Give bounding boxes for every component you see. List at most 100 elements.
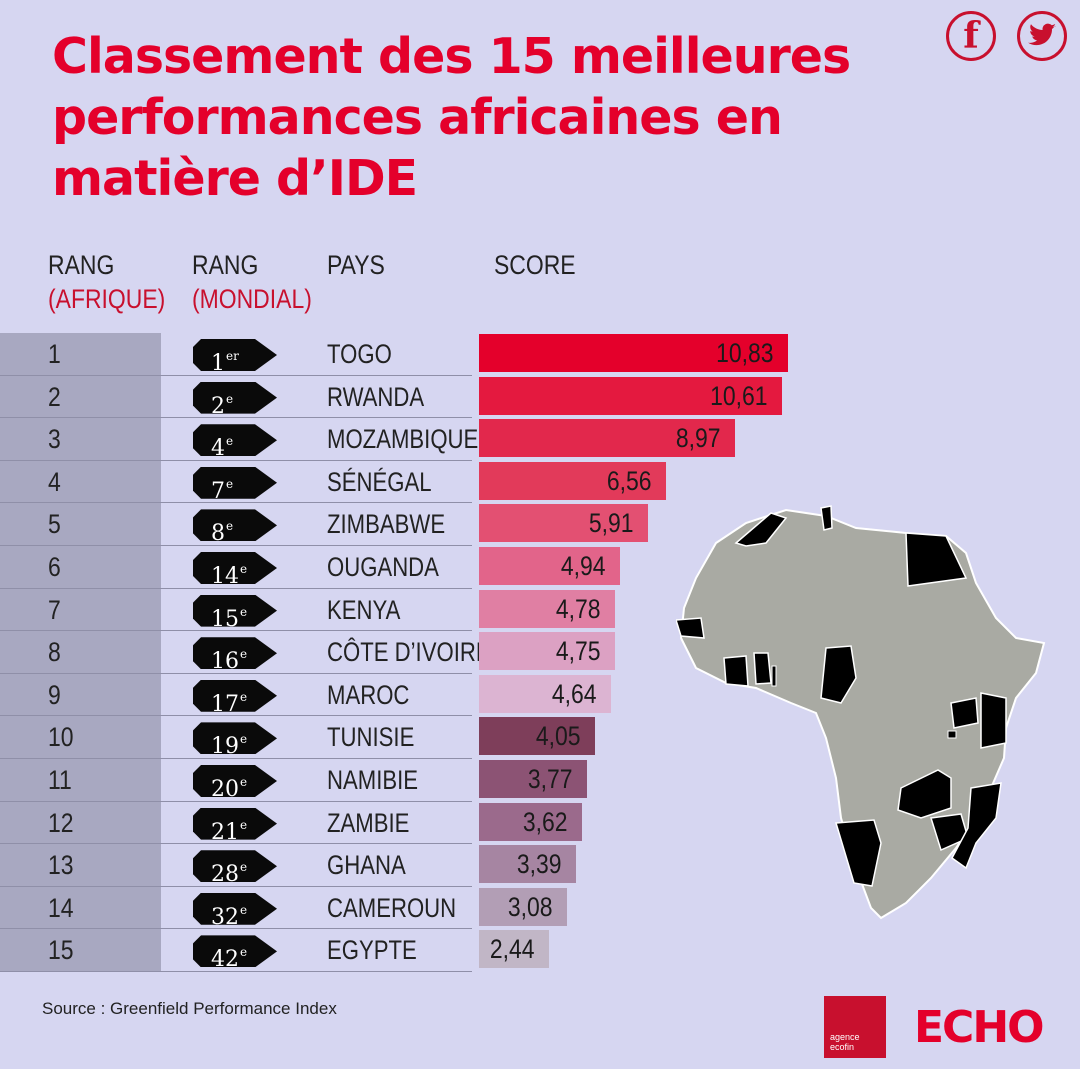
rank-world-number: 2	[211, 393, 225, 419]
header-rank-africa-label: RANG	[48, 250, 115, 280]
ecofin-logo: agence ecofin	[824, 996, 886, 1058]
score-bar: 8,97	[479, 419, 735, 458]
country-label: CÔTE D’IVOIRE	[327, 637, 491, 668]
score-value: 5,91	[589, 508, 634, 539]
rank-africa-label: 1	[48, 339, 61, 369]
twitter-bird-icon	[1028, 23, 1056, 46]
rank-world-suffix: e	[240, 647, 248, 662]
rank-world-badge: 21e	[193, 807, 277, 840]
echo-logo: ECHO	[914, 1002, 1045, 1053]
map-ouganda	[950, 697, 979, 729]
rank-world-badge: 1er	[193, 339, 277, 371]
country-label: GHANA	[327, 850, 406, 881]
row-divider	[0, 459, 472, 461]
map-senegal	[676, 617, 705, 639]
header-country: PAYS	[327, 250, 385, 280]
rank-africa-label: 11	[48, 765, 72, 795]
country-label: ZIMBABWE	[327, 509, 446, 540]
row-divider	[0, 715, 472, 717]
country-label: TUNISIE	[327, 722, 415, 753]
country-label: MAROC	[327, 679, 410, 710]
country-label: RWANDA	[327, 381, 425, 412]
rank-africa-label: 8	[48, 637, 61, 668]
country-label: OUGANDA	[327, 552, 439, 582]
country-label: TOGO	[327, 339, 392, 369]
score-bar: 10,61	[479, 376, 782, 415]
score-value: 2,44	[490, 934, 535, 965]
country-label: NAMIBIE	[327, 765, 419, 795]
score-bar: 4,94	[479, 547, 620, 585]
score-bar: 4,78	[479, 589, 615, 628]
rank-world-number: 20	[211, 777, 239, 802]
rank-world-number: 15	[211, 606, 239, 632]
twitter-icon[interactable]	[1017, 11, 1067, 61]
rank-world-suffix: e	[240, 604, 248, 619]
rank-world-suffix: e	[226, 476, 234, 491]
rank-africa-label: 6	[48, 552, 61, 582]
row-divider	[0, 758, 472, 759]
country-label: EGYPTE	[327, 935, 417, 966]
country-label: ZAMBIE	[327, 807, 410, 838]
rank-world-badge: 17e	[193, 679, 277, 712]
country-label: MOZAMBIQUE	[327, 424, 479, 455]
rank-world-suffix: e	[240, 775, 248, 789]
country-label: SÉNÉGAL	[327, 466, 432, 497]
source-note: Source : Greenfield Performance Index	[42, 999, 337, 1018]
map-egypte	[905, 532, 968, 587]
header-rank-africa-sub: (AFRIQUE)	[48, 284, 166, 314]
map-ghana	[753, 652, 772, 685]
rank-world-suffix: e	[240, 689, 248, 704]
score-bar: 10,83	[479, 334, 788, 372]
rank-africa-label: 12	[48, 807, 74, 838]
score-value: 4,64	[552, 678, 597, 709]
map-maroc	[734, 512, 788, 547]
rank-world-suffix: e	[240, 817, 248, 832]
rank-world-badge: 7e	[193, 466, 277, 499]
rank-world-number: 28	[211, 862, 239, 888]
score-bar: 6,56	[479, 461, 666, 500]
rank-world-number: 21	[211, 819, 239, 845]
rank-africa-label: 14	[48, 892, 74, 923]
row-divider	[0, 502, 472, 504]
header-rank-africa: RANG (AFRIQUE)	[48, 248, 165, 316]
rank-world-badge: 20e	[193, 765, 277, 797]
rank-africa-label: 7	[48, 594, 61, 625]
map-cote-divoire	[723, 655, 749, 687]
rank-world-badge: 8e	[193, 509, 277, 542]
rank-world-number: 16	[211, 649, 239, 675]
rank-africa-label: 4	[48, 466, 61, 497]
map-namibie	[835, 819, 882, 887]
map-kenya	[980, 692, 1007, 749]
score-bar: 4,64	[479, 674, 611, 713]
header-rank-world-label: RANG	[192, 250, 259, 280]
score-value: 3,77	[528, 764, 573, 794]
rank-world-badge: 42e	[193, 935, 277, 968]
rank-world-suffix: e	[240, 860, 248, 875]
rank-world-badge: 2e	[193, 381, 277, 414]
rank-world-number: 32	[211, 904, 239, 930]
rank-world-suffix: e	[226, 519, 234, 534]
africa-map	[676, 505, 1046, 920]
rank-world-badge: 32e	[193, 892, 277, 925]
row-divider	[0, 545, 472, 546]
score-value: 10,83	[716, 338, 774, 368]
country-label: CAMEROUN	[327, 892, 457, 923]
score-bar: 3,39	[479, 845, 576, 884]
score-bar: 5,91	[479, 504, 648, 543]
facebook-icon[interactable]: f	[946, 11, 996, 61]
rank-world-suffix: er	[226, 349, 239, 363]
row-divider	[0, 374, 472, 376]
rank-africa-label: 15	[48, 935, 74, 966]
row-divider	[0, 587, 472, 589]
rank-world-badge: 14e	[193, 552, 277, 584]
rank-world-number: 42	[211, 947, 239, 973]
rank-world-badge: 16e	[193, 637, 277, 670]
score-bar: 4,75	[479, 632, 615, 671]
rank-world-badge: 28e	[193, 850, 277, 883]
header-rank-world: RANG (MONDIAL)	[192, 248, 312, 316]
score-value: 8,97	[676, 423, 721, 454]
row-divider	[0, 971, 472, 972]
rank-africa-label: 3	[48, 424, 61, 455]
rank-world-suffix: e	[240, 945, 248, 960]
rank-world-number: 1	[211, 351, 225, 376]
